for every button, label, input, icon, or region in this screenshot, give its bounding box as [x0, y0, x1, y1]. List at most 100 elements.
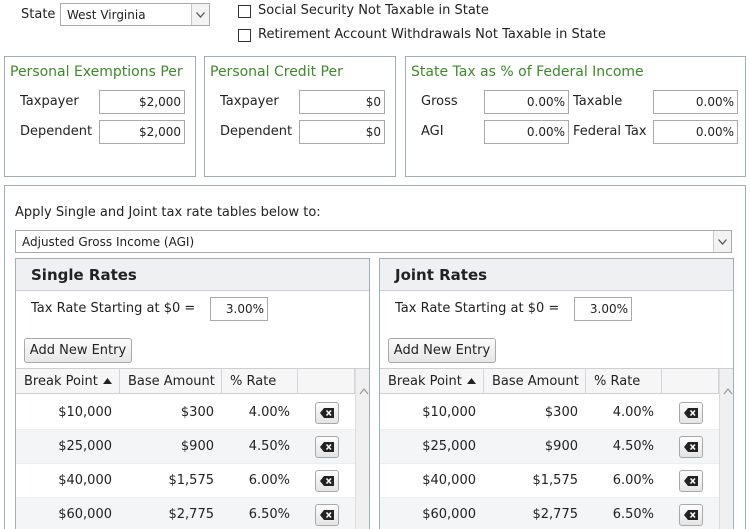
- state-select[interactable]: West Virginia: [60, 3, 210, 26]
- joint-row-rate[interactable]: 6.50%: [612, 507, 654, 522]
- retirement-checkbox[interactable]: [238, 29, 251, 42]
- backspace-delete-icon: [319, 509, 334, 520]
- single-row-rate[interactable]: 4.00%: [248, 405, 290, 420]
- joint-row-breakpoint[interactable]: $25,000: [422, 439, 476, 454]
- exemptions-dependent-input[interactable]: $2,000: [99, 120, 185, 144]
- delete-row-button[interactable]: [678, 435, 703, 458]
- joint-row[interactable]: $40,000 $1,575 6.00%: [380, 464, 719, 498]
- single-col-breakpoint[interactable]: Break Point: [16, 369, 120, 393]
- gross-label: Gross: [421, 94, 458, 109]
- joint-row-base[interactable]: $900: [544, 439, 578, 454]
- apply-label: Apply Single and Joint tax rate tables b…: [15, 205, 321, 220]
- single-add-entry-button[interactable]: Add New Entry: [24, 338, 132, 363]
- state-select-value: West Virginia: [67, 7, 146, 22]
- single-col-rate[interactable]: % Rate: [222, 369, 298, 393]
- backspace-delete-icon: [319, 407, 334, 418]
- single-row[interactable]: $10,000 $300 4.00%: [16, 396, 355, 430]
- state-label: State: [21, 7, 56, 22]
- joint-add-entry-button[interactable]: Add New Entry: [388, 338, 496, 363]
- federal-tax-input[interactable]: 0.00%: [653, 120, 738, 144]
- single-row[interactable]: $60,000 $2,775 6.50%: [16, 498, 355, 529]
- joint-row[interactable]: $10,000 $300 4.00%: [380, 396, 719, 430]
- single-row-base[interactable]: $300: [180, 405, 214, 420]
- single-scrollbar[interactable]: [355, 369, 370, 529]
- credit-taxpayer-label: Taxpayer: [220, 94, 279, 109]
- social-security-checkbox[interactable]: [238, 5, 251, 18]
- joint-row-base[interactable]: $1,575: [532, 473, 579, 488]
- joint-col-base[interactable]: Base Amount: [484, 369, 586, 393]
- agi-input[interactable]: 0.00%: [484, 120, 569, 144]
- sort-ascending-icon: [102, 378, 112, 384]
- delete-row-button[interactable]: [314, 401, 339, 424]
- joint-row-breakpoint[interactable]: $10,000: [422, 405, 476, 420]
- backspace-delete-icon: [683, 509, 698, 520]
- single-row-rate[interactable]: 4.50%: [248, 439, 290, 454]
- exemptions-group: Personal Exemptions Per Taxpayer $2,000 …: [4, 56, 196, 177]
- single-start-input[interactable]: 3.00%: [210, 297, 268, 321]
- joint-row-base[interactable]: $300: [544, 405, 578, 420]
- single-rates-title: Single Rates: [16, 259, 369, 291]
- delete-row-button[interactable]: [314, 435, 339, 458]
- joint-col-actions: [662, 369, 719, 393]
- single-row-rate[interactable]: 6.50%: [248, 507, 290, 522]
- backspace-delete-icon: [683, 407, 698, 418]
- delete-row-button[interactable]: [678, 503, 703, 526]
- chevron-up-icon[interactable]: [356, 369, 370, 405]
- credit-dependent-input[interactable]: $0: [299, 120, 385, 144]
- single-row[interactable]: $40,000 $1,575 6.00%: [16, 464, 355, 498]
- federal-tax-label: Federal Tax: [573, 124, 647, 139]
- delete-row-button[interactable]: [678, 469, 703, 492]
- apply-select-value: Adjusted Gross Income (AGI): [22, 234, 195, 249]
- exemptions-taxpayer-input[interactable]: $2,000: [99, 90, 185, 114]
- joint-start-input[interactable]: 3.00%: [574, 297, 632, 321]
- taxable-label: Taxable: [573, 94, 623, 109]
- single-row-breakpoint[interactable]: $40,000: [58, 473, 112, 488]
- delete-row-button[interactable]: [314, 503, 339, 526]
- joint-rates-panel: Joint Rates Tax Rate Starting at $0 = 3.…: [379, 258, 734, 529]
- chevron-down-icon[interactable]: [191, 4, 209, 25]
- backspace-delete-icon: [683, 475, 698, 486]
- joint-row-rate[interactable]: 4.50%: [612, 439, 654, 454]
- joint-row-breakpoint[interactable]: $60,000: [422, 507, 476, 522]
- credit-taxpayer-input[interactable]: $0: [299, 90, 385, 114]
- gross-input[interactable]: 0.00%: [484, 90, 569, 114]
- single-row-breakpoint[interactable]: $60,000: [58, 507, 112, 522]
- credit-title: Personal Credit Per: [210, 64, 343, 80]
- joint-grid-header: Break Point Base Amount % Rate: [380, 368, 733, 394]
- joint-row-base[interactable]: $2,775: [532, 507, 579, 522]
- single-row-rate[interactable]: 6.00%: [248, 473, 290, 488]
- joint-col-rate[interactable]: % Rate: [586, 369, 662, 393]
- single-row-base[interactable]: $900: [180, 439, 214, 454]
- single-row-base[interactable]: $2,775: [168, 507, 215, 522]
- apply-select[interactable]: Adjusted Gross Income (AGI): [15, 230, 732, 253]
- joint-scrollbar[interactable]: [719, 369, 734, 529]
- single-col-base[interactable]: Base Amount: [120, 369, 222, 393]
- single-grid-header: Break Point Base Amount % Rate: [16, 368, 369, 394]
- joint-row-breakpoint[interactable]: $40,000: [422, 473, 476, 488]
- joint-row[interactable]: $60,000 $2,775 6.50%: [380, 498, 719, 529]
- chevron-down-icon[interactable]: [713, 231, 731, 252]
- delete-row-button[interactable]: [678, 401, 703, 424]
- single-start-label: Tax Rate Starting at $0 =: [31, 301, 196, 316]
- retirement-label: Retirement Account Withdrawals Not Taxab…: [258, 27, 606, 42]
- single-row-breakpoint[interactable]: $25,000: [58, 439, 112, 454]
- backspace-delete-icon: [683, 441, 698, 452]
- joint-row-rate[interactable]: 6.00%: [612, 473, 654, 488]
- taxable-input[interactable]: 0.00%: [653, 90, 738, 114]
- state-tax-group: State Tax as % of Federal Income Gross 0…: [405, 56, 746, 177]
- state-tax-title: State Tax as % of Federal Income: [411, 64, 644, 80]
- joint-row-rate[interactable]: 4.00%: [612, 405, 654, 420]
- credit-group: Personal Credit Per Taxpayer $0 Dependen…: [204, 56, 396, 177]
- single-row-breakpoint[interactable]: $10,000: [58, 405, 112, 420]
- delete-row-button[interactable]: [314, 469, 339, 492]
- joint-row[interactable]: $25,000 $900 4.50%: [380, 430, 719, 464]
- chevron-up-icon[interactable]: [720, 369, 734, 405]
- joint-col-breakpoint[interactable]: Break Point: [380, 369, 484, 393]
- exemptions-taxpayer-label: Taxpayer: [20, 94, 79, 109]
- backspace-delete-icon: [319, 475, 334, 486]
- single-rates-panel: Single Rates Tax Rate Starting at $0 = 3…: [15, 258, 370, 529]
- social-security-label: Social Security Not Taxable in State: [258, 3, 489, 18]
- single-row-base[interactable]: $1,575: [168, 473, 215, 488]
- joint-start-label: Tax Rate Starting at $0 =: [395, 301, 560, 316]
- single-row[interactable]: $25,000 $900 4.50%: [16, 430, 355, 464]
